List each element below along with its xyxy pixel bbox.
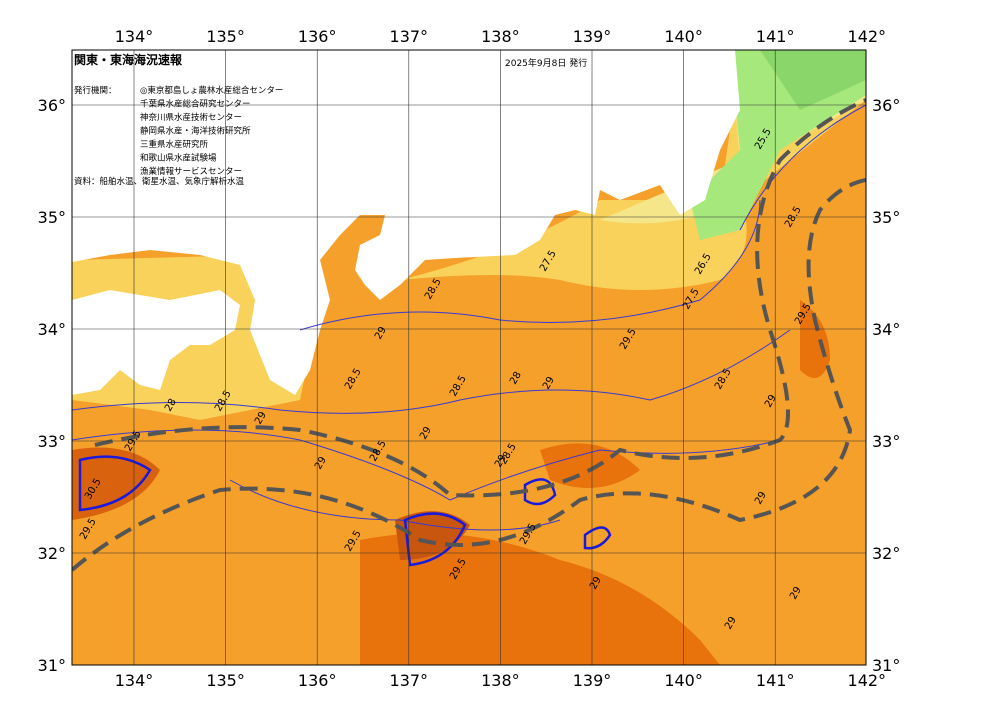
lat-label-left: 33°	[38, 432, 66, 451]
lon-label-bottom: 135°	[206, 671, 245, 690]
isotherm	[299, 199, 761, 331]
isotherm	[739, 104, 866, 231]
axis-labels: 134° 134° 135° 135° 136° 136° 137° 137° 138° 138°…	[38, 27, 901, 690]
isotherm	[72, 329, 791, 414]
lon-label-bottom: 136°	[298, 671, 337, 690]
issuer: 三重県水産研究所	[140, 139, 209, 150]
lon-label-top: 138°	[481, 27, 520, 46]
lon-label-bottom: 137°	[390, 671, 429, 690]
lon-label-bottom: 142°	[848, 671, 887, 690]
lat-label-left: 36°	[38, 96, 66, 115]
lat-label-left: 35°	[38, 208, 66, 227]
lon-label-top: 135°	[206, 27, 245, 46]
warm-region	[360, 533, 720, 665]
issuer: 千葉県水産総合研究センター	[140, 99, 251, 110]
land	[72, 290, 240, 395]
lon-label-top: 141°	[756, 27, 795, 46]
lon-label-top: 136°	[298, 27, 337, 46]
kuroshio-outer	[72, 178, 866, 572]
lon-label-bottom: 140°	[664, 671, 703, 690]
lon-label-bottom: 141°	[756, 671, 795, 690]
issuer-label: 発行機関：	[74, 85, 117, 96]
lon-label-bottom: 134°	[115, 671, 154, 690]
graticule	[72, 50, 866, 665]
kuroshio-inner	[94, 98, 866, 498]
issuer: 神奈川県水産技術センター	[140, 112, 242, 123]
lat-label-right: 35°	[872, 208, 900, 227]
hot-region	[395, 511, 470, 560]
cold-region	[760, 50, 866, 110]
lat-label-right: 34°	[872, 320, 900, 339]
thick-isotherms	[78, 455, 612, 567]
issue-date: 2025年9月8日 発行	[505, 57, 587, 69]
isotherm-30	[78, 455, 152, 512]
warm-region	[800, 300, 830, 378]
lon-label-top: 137°	[390, 27, 429, 46]
lat-label-right: 33°	[872, 432, 900, 451]
isotherms	[72, 104, 866, 531]
lat-label-left: 34°	[38, 320, 66, 339]
isotherm	[229, 479, 561, 531]
land	[72, 50, 740, 395]
issuer: 和歌山県水産試験場	[140, 153, 217, 164]
lon-label-top: 139°	[573, 27, 612, 46]
isotherm-30	[583, 526, 612, 550]
lat-label-right: 32°	[872, 544, 900, 563]
isotherm-30	[523, 478, 557, 506]
lon-label-top: 134°	[115, 27, 154, 46]
issuer: ◎東京都島しょ農林水産総合センター	[140, 85, 283, 96]
warm-region	[72, 447, 160, 520]
kuroshio-axis	[72, 98, 866, 572]
lat-label-left: 32°	[38, 544, 66, 563]
lon-label-bottom: 139°	[573, 671, 612, 690]
lat-label-right: 31°	[872, 656, 900, 675]
issuer-list: ◎東京都島しょ農林水産総合センター千葉県水産総合研究センター神奈川県水産技術セン…	[140, 85, 283, 177]
lon-label-bottom: 138°	[481, 671, 520, 690]
map-frame	[71, 49, 867, 666]
map-title: 関東・東海海況速報	[74, 52, 183, 67]
isotherm-30	[403, 512, 467, 567]
lat-label-right: 36°	[872, 96, 900, 115]
lon-label-top: 142°	[848, 27, 887, 46]
issuer: 静岡県水産・海洋技術研究所	[140, 126, 251, 137]
isotherm	[72, 429, 781, 501]
source-note: 資料：船舶水温、衛星水温、気象庁解析水温	[74, 176, 245, 187]
lat-label-left: 31°	[38, 656, 66, 675]
issuer: 漁業情報サービスセンター	[140, 166, 242, 177]
lon-label-top: 140°	[664, 27, 703, 46]
